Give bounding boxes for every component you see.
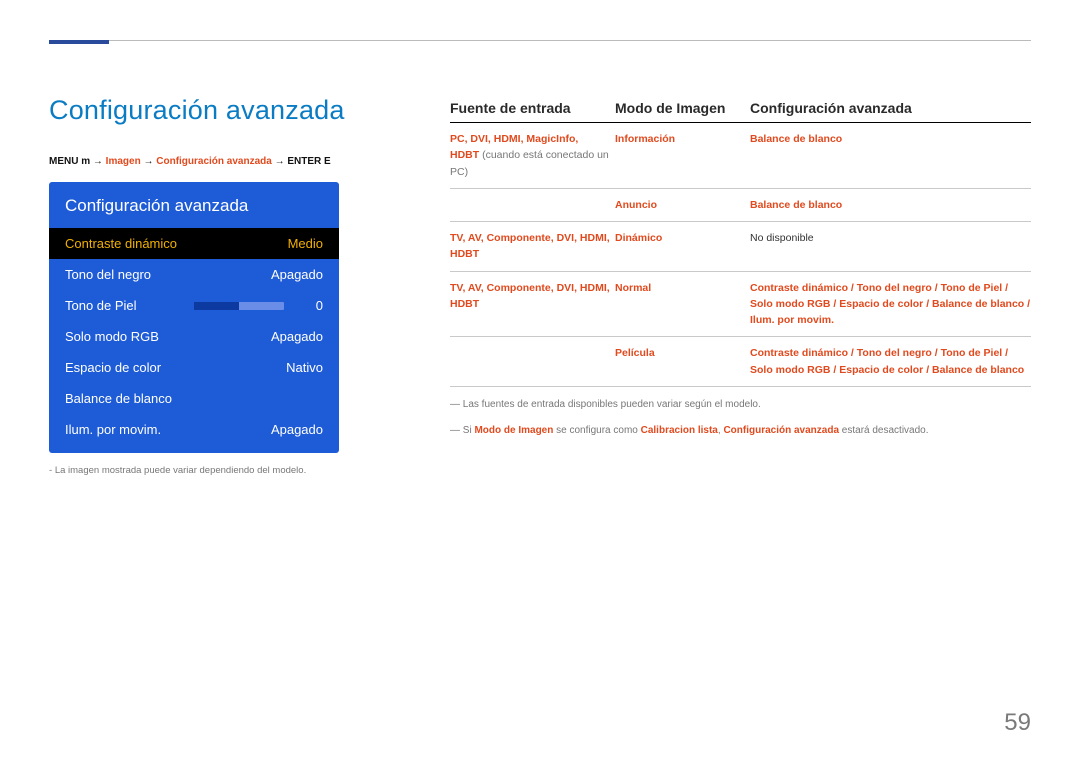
osd-title: Configuración avanzada: [49, 196, 339, 228]
table-row: Anuncio Balance de blanco: [450, 189, 1031, 222]
table-footnote-1: ― Las fuentes de entrada disponibles pue…: [450, 397, 1031, 413]
footnote-hl: Configuración avanzada: [723, 425, 839, 436]
osd-value: Apagado: [271, 267, 323, 282]
config-table: Fuente de entrada Modo de Imagen Configu…: [450, 100, 1031, 439]
table-header-fuente: Fuente de entrada: [450, 100, 615, 116]
breadcrumb-imagen: Imagen: [106, 156, 141, 167]
cell-fuente: [450, 197, 615, 213]
osd-value: Apagado: [271, 329, 323, 344]
cell-fuente: TV, AV, Componente, DVI, HDMI, HDBT: [450, 280, 615, 329]
cell-config: Contraste dinámico / Tono del negro / To…: [750, 345, 1031, 378]
osd-row-balance-blanco[interactable]: Balance de blanco: [49, 383, 339, 414]
cell-modo: Normal: [615, 280, 750, 329]
table-header-modo: Modo de Imagen: [615, 100, 750, 116]
breadcrumb-post: → ENTER E: [272, 156, 331, 167]
osd-panel: Configuración avanzada Contraste dinámic…: [49, 182, 339, 453]
osd-value: Nativo: [286, 360, 323, 375]
breadcrumb-pre: MENU m →: [49, 156, 106, 167]
breadcrumb-sep1: →: [141, 156, 157, 167]
page-title: Configuración avanzada: [49, 95, 345, 126]
osd-label: Contraste dinámico: [65, 236, 177, 251]
cell-config: Contraste dinámico / Tono del negro / To…: [750, 280, 1031, 329]
breadcrumb-config: Configuración avanzada: [156, 156, 272, 167]
cell-hl: HDBT: [450, 149, 479, 161]
footnote-hl: Modo de Imagen: [474, 425, 553, 436]
osd-label: Balance de blanco: [65, 391, 172, 406]
cell-fuente: TV, AV, Componente, DVI, HDMI, HDBT: [450, 230, 615, 263]
table-header-row: Fuente de entrada Modo de Imagen Configu…: [450, 100, 1031, 123]
osd-label: Ilum. por movim.: [65, 422, 161, 437]
top-rule: [49, 40, 1031, 41]
page-number: 59: [1004, 709, 1031, 737]
cell-hl: PC, DVI, HDMI, MagicInfo,: [450, 133, 578, 145]
cell-config: No disponible: [750, 230, 1031, 263]
osd-row-contraste-dinamico[interactable]: Contraste dinámico Medio: [49, 228, 339, 259]
cell-modo: Anuncio: [615, 197, 750, 213]
osd-label: Tono del negro: [65, 267, 151, 282]
osd-slider-fill: [194, 302, 239, 310]
osd-label: Espacio de color: [65, 360, 161, 375]
footnote-text: se configura como: [553, 425, 640, 436]
table-footnote-2: ― Si Modo de Imagen se configura como Ca…: [450, 423, 1031, 439]
osd-row-tono-negro[interactable]: Tono del negro Apagado: [49, 259, 339, 290]
osd-value: Apagado: [271, 422, 323, 437]
cell-fuente: [450, 345, 615, 378]
osd-value: Medio: [288, 236, 323, 251]
table-row: TV, AV, Componente, DVI, HDMI, HDBT Diná…: [450, 222, 1031, 272]
cell-config: Balance de blanco: [750, 197, 1031, 213]
table-row: TV, AV, Componente, DVI, HDMI, HDBT Norm…: [450, 272, 1031, 338]
breadcrumb: MENU m → Imagen → Configuración avanzada…: [49, 156, 331, 167]
footnote-hl: Calibracion lista: [641, 425, 718, 436]
osd-row-ilum-movim[interactable]: Ilum. por movim. Apagado: [49, 414, 339, 445]
table-row: Película Contraste dinámico / Tono del n…: [450, 337, 1031, 387]
cell-modo: Película: [615, 345, 750, 378]
cell-modo: Información: [615, 131, 750, 180]
top-accent-bar: [49, 40, 109, 44]
cell-config: Balance de blanco: [750, 131, 1031, 180]
footnote-text: estará desactivado.: [839, 425, 929, 436]
osd-caption: La imagen mostrada puede variar dependie…: [49, 465, 306, 476]
osd-row-espacio-color[interactable]: Espacio de color Nativo: [49, 352, 339, 383]
cell-modo: Dinámico: [615, 230, 750, 263]
table-header-config: Configuración avanzada: [750, 100, 1031, 116]
osd-label: Tono de Piel: [65, 298, 137, 313]
osd-value: 0: [316, 298, 323, 313]
footnote-text: ― Si: [450, 425, 474, 436]
osd-slider[interactable]: [194, 302, 284, 310]
cell-fuente: PC, DVI, HDMI, MagicInfo, HDBT (cuando e…: [450, 131, 615, 180]
osd-row-tono-piel[interactable]: Tono de Piel 0: [49, 290, 339, 321]
osd-row-solo-rgb[interactable]: Solo modo RGB Apagado: [49, 321, 339, 352]
table-row: PC, DVI, HDMI, MagicInfo, HDBT (cuando e…: [450, 123, 1031, 189]
osd-label: Solo modo RGB: [65, 329, 159, 344]
